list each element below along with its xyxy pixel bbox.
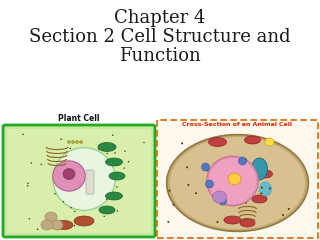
- Ellipse shape: [229, 195, 231, 197]
- Ellipse shape: [41, 220, 53, 230]
- Ellipse shape: [265, 138, 274, 146]
- Ellipse shape: [259, 170, 273, 178]
- Ellipse shape: [114, 152, 116, 154]
- Ellipse shape: [79, 140, 83, 144]
- Ellipse shape: [124, 167, 125, 169]
- Ellipse shape: [252, 195, 267, 203]
- Text: Plant Cell: Plant Cell: [58, 114, 100, 123]
- Ellipse shape: [53, 161, 85, 191]
- Text: Cross-Section of an Animal Cell: Cross-Section of an Animal Cell: [182, 122, 292, 127]
- Ellipse shape: [168, 190, 171, 192]
- Ellipse shape: [45, 212, 57, 222]
- Ellipse shape: [181, 142, 183, 144]
- Ellipse shape: [63, 201, 64, 203]
- Ellipse shape: [238, 157, 246, 165]
- Ellipse shape: [71, 140, 75, 144]
- Ellipse shape: [252, 158, 268, 180]
- Ellipse shape: [74, 211, 76, 212]
- Ellipse shape: [106, 158, 123, 166]
- Ellipse shape: [74, 225, 75, 227]
- Ellipse shape: [188, 184, 189, 186]
- Ellipse shape: [60, 138, 62, 140]
- Ellipse shape: [41, 164, 42, 165]
- Ellipse shape: [106, 199, 108, 200]
- Ellipse shape: [245, 202, 247, 204]
- Ellipse shape: [170, 137, 305, 229]
- Ellipse shape: [208, 172, 210, 174]
- Ellipse shape: [114, 194, 116, 196]
- Ellipse shape: [98, 149, 100, 150]
- Ellipse shape: [70, 207, 72, 209]
- Ellipse shape: [99, 206, 115, 214]
- Ellipse shape: [256, 179, 258, 181]
- Text: Section 2 Cell Structure and: Section 2 Cell Structure and: [29, 28, 291, 46]
- Ellipse shape: [86, 223, 87, 224]
- Ellipse shape: [207, 169, 209, 171]
- Ellipse shape: [195, 192, 197, 194]
- Ellipse shape: [269, 187, 271, 189]
- FancyBboxPatch shape: [7, 129, 151, 233]
- Ellipse shape: [216, 221, 219, 223]
- Ellipse shape: [124, 150, 126, 152]
- Ellipse shape: [74, 216, 94, 226]
- Bar: [157, 120, 318, 238]
- Ellipse shape: [207, 156, 258, 206]
- Ellipse shape: [37, 228, 38, 230]
- Ellipse shape: [117, 210, 118, 212]
- Ellipse shape: [28, 218, 30, 220]
- Ellipse shape: [68, 140, 70, 144]
- Ellipse shape: [73, 174, 74, 175]
- Ellipse shape: [27, 185, 28, 187]
- Ellipse shape: [288, 208, 290, 210]
- Ellipse shape: [143, 142, 145, 143]
- Ellipse shape: [106, 192, 123, 200]
- Ellipse shape: [209, 138, 227, 146]
- Ellipse shape: [261, 187, 263, 189]
- Ellipse shape: [63, 168, 75, 180]
- Ellipse shape: [51, 220, 63, 230]
- Ellipse shape: [128, 161, 129, 162]
- Ellipse shape: [76, 140, 78, 144]
- Text: Function: Function: [119, 47, 201, 65]
- Ellipse shape: [245, 158, 247, 161]
- Ellipse shape: [260, 182, 271, 196]
- FancyBboxPatch shape: [3, 125, 155, 237]
- Ellipse shape: [30, 162, 32, 164]
- Ellipse shape: [240, 219, 255, 227]
- Ellipse shape: [167, 135, 308, 231]
- Ellipse shape: [212, 191, 227, 203]
- Ellipse shape: [205, 180, 213, 188]
- Ellipse shape: [103, 216, 105, 217]
- Ellipse shape: [107, 153, 108, 154]
- Ellipse shape: [53, 148, 115, 210]
- Ellipse shape: [186, 166, 188, 168]
- Ellipse shape: [224, 216, 241, 224]
- Ellipse shape: [98, 143, 116, 151]
- Ellipse shape: [167, 221, 169, 223]
- Ellipse shape: [228, 173, 241, 185]
- Ellipse shape: [109, 172, 125, 180]
- Ellipse shape: [172, 204, 174, 206]
- Ellipse shape: [282, 214, 284, 216]
- Ellipse shape: [246, 160, 248, 162]
- Ellipse shape: [69, 148, 71, 149]
- Ellipse shape: [55, 221, 73, 229]
- Ellipse shape: [22, 134, 24, 135]
- Ellipse shape: [244, 136, 260, 144]
- Text: Chapter 4: Chapter 4: [114, 9, 206, 27]
- Ellipse shape: [27, 183, 29, 184]
- Ellipse shape: [118, 164, 119, 166]
- Ellipse shape: [260, 192, 262, 194]
- Ellipse shape: [54, 193, 56, 194]
- Ellipse shape: [116, 186, 117, 188]
- FancyBboxPatch shape: [86, 170, 94, 194]
- Ellipse shape: [202, 163, 210, 171]
- Ellipse shape: [219, 197, 227, 205]
- Ellipse shape: [112, 134, 114, 136]
